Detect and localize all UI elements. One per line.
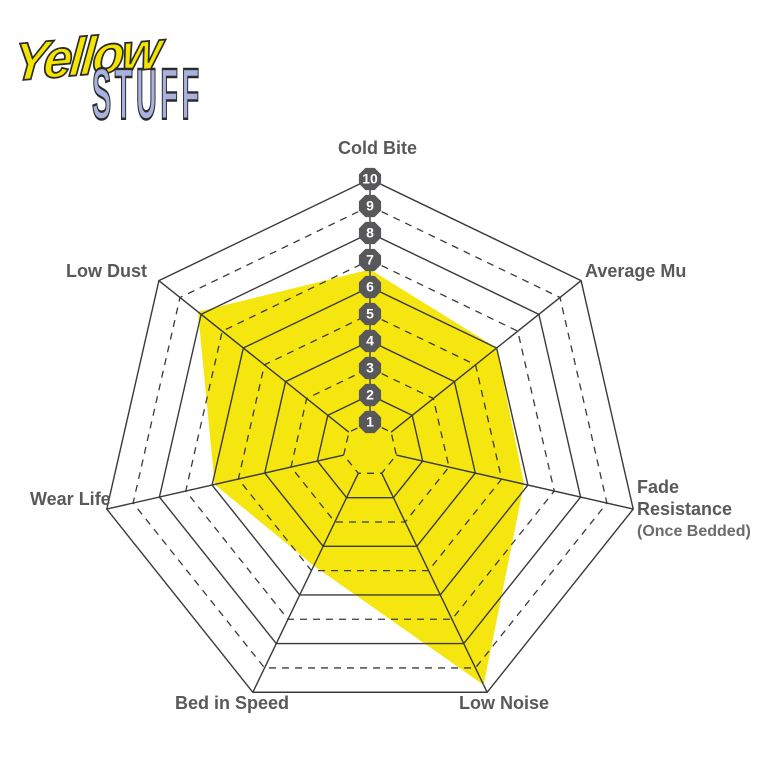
svg-text:6: 6 bbox=[366, 279, 374, 295]
svg-text:4: 4 bbox=[366, 333, 374, 349]
svg-text:7: 7 bbox=[366, 252, 374, 268]
svg-text:10: 10 bbox=[362, 171, 378, 187]
svg-text:3: 3 bbox=[366, 360, 374, 376]
svg-text:8: 8 bbox=[366, 225, 374, 241]
svg-text:9: 9 bbox=[366, 198, 374, 214]
svg-text:2: 2 bbox=[366, 387, 374, 403]
svg-text:1: 1 bbox=[366, 414, 374, 430]
svg-text:5: 5 bbox=[366, 306, 374, 322]
